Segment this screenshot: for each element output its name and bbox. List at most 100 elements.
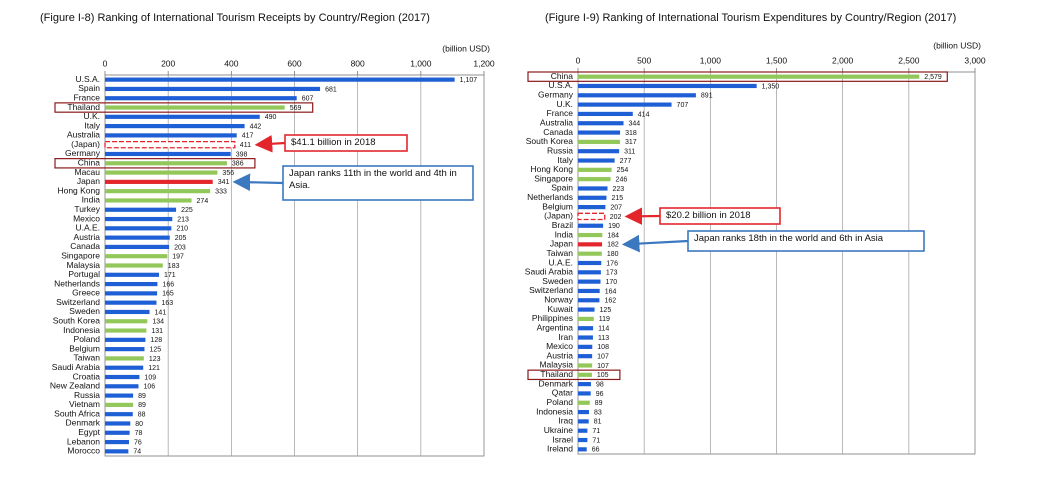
x-tick-label: 400	[224, 58, 238, 68]
category-label: China	[78, 158, 100, 168]
category-label: Belgium	[69, 343, 100, 353]
bar	[105, 281, 158, 287]
bar	[578, 298, 600, 303]
bar	[578, 400, 590, 405]
bar	[105, 207, 177, 212]
annotation-text: $20.2 billion in 2018	[666, 210, 751, 221]
annotation: $20.2 billion in 2018	[666, 210, 751, 221]
bar	[105, 170, 218, 175]
bar	[578, 270, 601, 275]
value-label: 121	[148, 365, 160, 372]
bar	[105, 198, 192, 203]
bar	[105, 374, 140, 380]
category-label: Singapore	[61, 250, 100, 260]
value-label: 131	[151, 328, 163, 335]
x-tick-label: 3,000	[964, 55, 986, 65]
bar	[578, 335, 593, 340]
value-label: 125	[600, 307, 612, 314]
value-label: 318	[625, 130, 637, 137]
bar	[578, 288, 600, 294]
x-tick-label: 1,500	[766, 55, 788, 65]
bar	[578, 363, 593, 368]
category-label: (Japan)	[71, 139, 100, 149]
category-label: Iraq	[558, 416, 573, 426]
category-label: Sweden	[69, 306, 100, 316]
value-label: 386	[232, 161, 244, 168]
value-label: 207	[610, 204, 622, 211]
category-label: U.K.	[556, 99, 573, 109]
category-label: Germany	[65, 148, 101, 158]
x-tick-label: 200	[161, 58, 175, 68]
bar	[105, 449, 129, 454]
category-label: India	[555, 229, 574, 239]
bar	[578, 195, 607, 200]
value-label: 205	[175, 235, 187, 242]
bar	[578, 260, 602, 266]
bar	[578, 437, 588, 443]
value-label: 183	[168, 263, 180, 270]
bar	[105, 86, 321, 92]
bar	[105, 272, 160, 277]
category-label: Malaysia	[66, 260, 100, 270]
value-label: 89	[138, 402, 146, 409]
category-label: Sweden	[542, 276, 573, 286]
value-label: 98	[596, 381, 604, 388]
category-label: South Africa	[54, 408, 100, 418]
value-label: 166	[162, 281, 174, 288]
value-label: 134	[152, 319, 164, 326]
value-label: 569	[290, 105, 302, 112]
value-label: 107	[597, 354, 609, 361]
category-label: Ukraine	[544, 425, 574, 435]
category-label: France	[547, 108, 574, 118]
bar	[105, 356, 144, 361]
value-label: 123	[149, 356, 161, 363]
value-label: 197	[172, 254, 184, 261]
category-label: China	[551, 71, 573, 81]
category-label: Taiwan	[74, 353, 101, 363]
bar	[105, 300, 157, 305]
bar	[578, 447, 587, 452]
value-label: 114	[598, 326, 609, 333]
category-label: Morocco	[67, 446, 100, 456]
category-label: Brazil	[552, 220, 573, 230]
bar	[105, 226, 172, 231]
annotation-text: Japan ranks 11th in the world and 4th in…	[289, 168, 457, 191]
value-label: 254	[617, 167, 629, 174]
chart-title: (Figure I-8) Ranking of International To…	[40, 12, 430, 24]
category-label: Macau	[74, 167, 100, 177]
bar	[104, 140, 236, 149]
category-label: Germany	[538, 90, 574, 100]
category-label: Switzerland	[529, 285, 573, 295]
value-label: 96	[596, 391, 604, 398]
bar	[105, 254, 168, 259]
x-tick-label: 0	[576, 55, 581, 65]
bar	[105, 365, 144, 370]
value-label: 71	[592, 428, 600, 435]
value-label: 128	[150, 337, 162, 344]
value-label: 215	[611, 195, 623, 202]
category-label: Hong Kong	[530, 164, 573, 174]
highlight-box	[527, 71, 948, 82]
category-label: Croatia	[73, 371, 101, 381]
category-label: Canada	[543, 127, 573, 137]
value-label: 356	[222, 170, 234, 177]
bar	[105, 235, 170, 240]
value-label: 274	[197, 198, 209, 205]
category-label: Poland	[74, 334, 101, 344]
value-label: 165	[162, 291, 174, 298]
category-label: Qatar	[552, 388, 573, 398]
x-tick-label: 500	[637, 55, 651, 65]
category-label: Saudi Arabia	[525, 267, 573, 277]
category-label: Japan	[77, 176, 100, 186]
category-label: Austria	[547, 350, 574, 360]
category-label: Mexico	[546, 341, 573, 351]
value-label: 88	[138, 412, 146, 419]
bar	[578, 391, 591, 396]
highlight-box	[54, 102, 314, 113]
bar	[105, 384, 139, 389]
bar	[578, 111, 633, 117]
bar	[105, 393, 134, 398]
category-label: Russia	[547, 145, 573, 155]
category-label: Hong Kong	[57, 185, 100, 195]
category-label: Norway	[544, 295, 574, 305]
